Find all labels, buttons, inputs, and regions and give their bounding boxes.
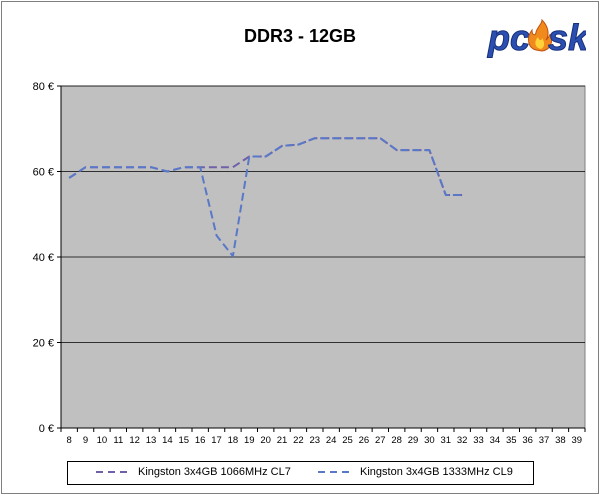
legend-item-1066: Kingston 3x4GB 1066MHz CL7 [96,466,291,478]
x-tick-label: 31 [441,435,452,446]
x-tick-label: 30 [424,435,435,446]
x-tick-label: 17 [211,435,222,446]
x-tick-label: 14 [162,435,173,446]
x-tick-label: 33 [473,435,484,446]
x-tick-label: 25 [342,435,353,446]
x-tick-label: 28 [391,435,402,446]
x-tick-label: 19 [244,435,255,446]
x-tick-label: 22 [293,435,304,446]
legend-label-1333: Kingston 3x4GB 1333MHz CL9 [360,466,513,478]
y-tick-label: 40 € [33,252,54,264]
x-tick-label: 27 [375,435,386,446]
x-tick-label: 20 [260,435,271,446]
x-tick-label: 34 [490,435,501,446]
y-tick-label: 0 € [39,423,54,435]
pcosk-logo: pc sk [486,14,591,59]
series-line-1333 [68,137,463,258]
x-tick-label: 12 [129,435,140,446]
x-tick-label: 38 [555,435,566,446]
chart-title: DDR3 - 12GB [243,26,357,46]
x-tick-label: 29 [408,435,419,446]
x-tick-label: 24 [326,435,337,446]
x-tick-label: 36 [522,435,533,446]
svg-text:pc: pc [487,17,530,58]
x-tick-label: 11 [113,435,123,446]
x-tick-label: 15 [179,435,190,446]
legend-swatch-1066 [96,471,132,473]
y-tick-label: 20 € [33,338,54,350]
legend-item-1333: Kingston 3x4GB 1333MHz CL9 [318,466,513,478]
x-tick-label: 16 [195,435,206,446]
svg-text:sk: sk [548,17,586,58]
legend-swatch-1333 [318,471,354,473]
legend: Kingston 3x4GB 1066MHz CL7 Kingston 3x4G… [67,461,534,485]
x-tick-label: 35 [506,435,517,446]
x-tick-label: 26 [359,435,370,446]
y-tick-label: 80 € [33,81,54,93]
x-tick-label: 32 [457,435,468,446]
x-tick-label: 39 [572,435,583,446]
x-tick-label: 23 [310,435,321,446]
legend-label-1066: Kingston 3x4GB 1066MHz CL7 [138,466,291,478]
x-tick-label: 13 [146,435,157,446]
x-tick-label: 37 [539,435,550,446]
x-tick-label: 21 [277,435,288,446]
x-tick-label: 8 [67,435,72,446]
x-tick-label: 9 [83,435,88,446]
y-tick-label: 60 € [33,167,54,179]
x-tick-label: 18 [228,435,239,446]
series-line-1066 [68,137,463,196]
x-tick-label: 10 [97,435,108,446]
